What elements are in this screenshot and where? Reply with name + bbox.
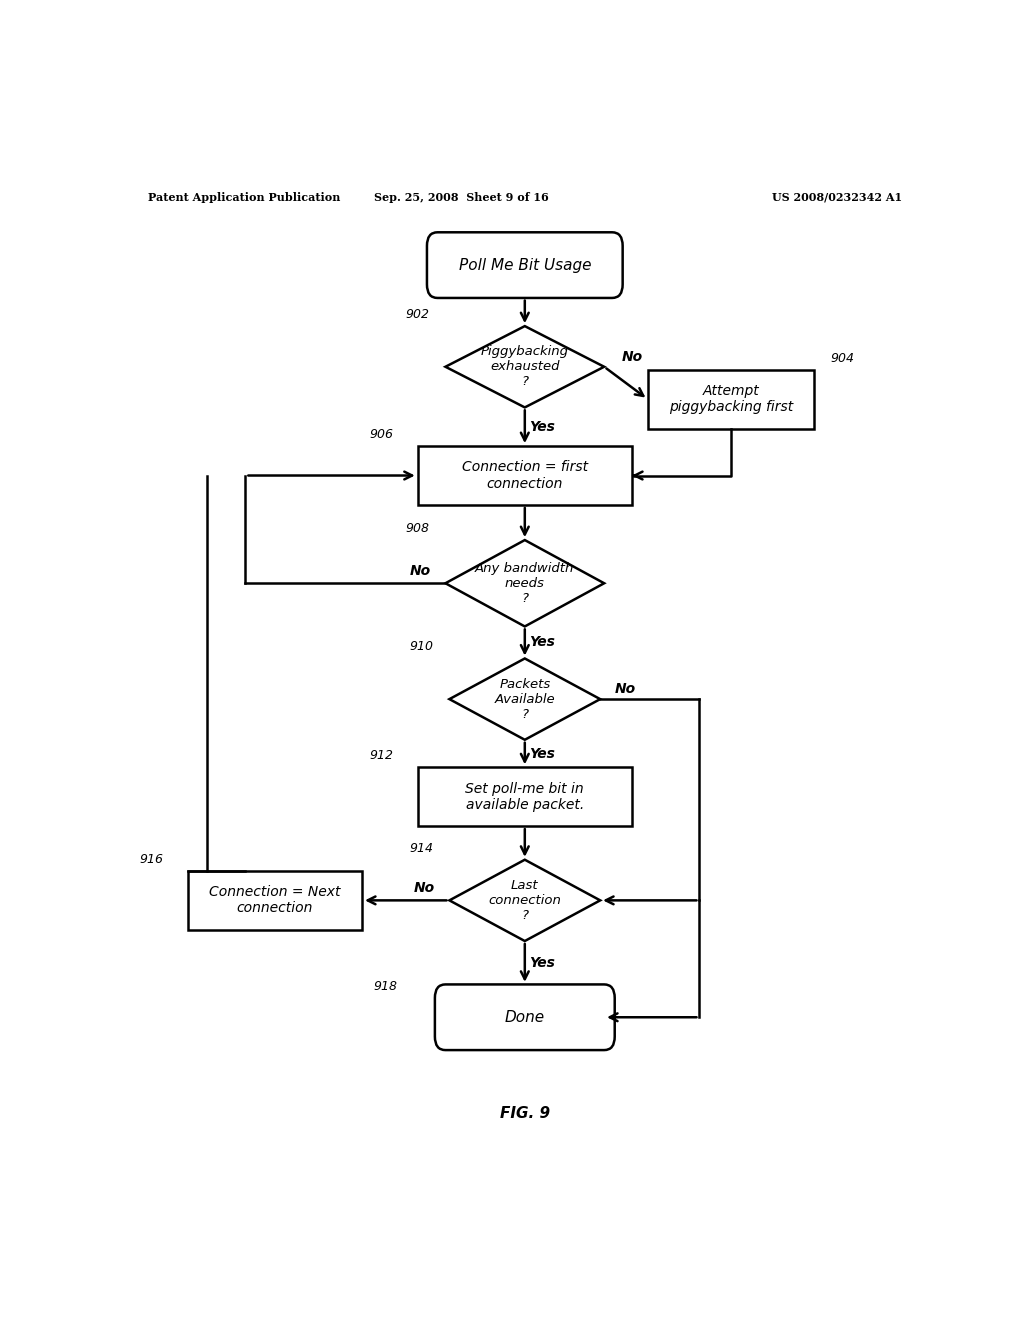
Bar — [648, 370, 814, 429]
Text: Set poll-me bit in
available packet.: Set poll-me bit in available packet. — [466, 781, 584, 812]
Text: No: No — [410, 564, 431, 578]
Text: 912: 912 — [370, 750, 394, 762]
Text: Connection = Next
connection: Connection = Next connection — [209, 886, 341, 916]
Text: 914: 914 — [410, 842, 433, 854]
Text: Attempt
piggybacking first: Attempt piggybacking first — [669, 384, 794, 414]
Text: Yes: Yes — [529, 420, 555, 434]
Text: Sep. 25, 2008  Sheet 9 of 16: Sep. 25, 2008 Sheet 9 of 16 — [374, 191, 549, 203]
FancyBboxPatch shape — [427, 232, 623, 298]
Text: 906: 906 — [370, 428, 394, 441]
Bar — [418, 767, 632, 826]
Text: Yes: Yes — [529, 956, 555, 970]
Text: 902: 902 — [406, 308, 430, 321]
Text: Yes: Yes — [529, 747, 555, 760]
Text: 916: 916 — [139, 853, 164, 866]
Text: 910: 910 — [410, 640, 433, 653]
Text: Patent Application Publication: Patent Application Publication — [147, 191, 340, 203]
Bar — [418, 446, 632, 506]
Polygon shape — [450, 659, 600, 739]
Text: No: No — [622, 350, 642, 363]
Text: Any bandwidth
needs
?: Any bandwidth needs ? — [475, 562, 574, 605]
Text: No: No — [414, 882, 435, 895]
Bar — [187, 871, 362, 929]
Text: No: No — [614, 682, 636, 696]
Polygon shape — [450, 859, 600, 941]
Text: Done: Done — [505, 1010, 545, 1024]
FancyBboxPatch shape — [435, 985, 614, 1051]
Text: 904: 904 — [830, 351, 854, 364]
Polygon shape — [445, 326, 604, 408]
Text: Piggybacking
exhausted
?: Piggybacking exhausted ? — [481, 346, 568, 388]
Text: 918: 918 — [374, 979, 397, 993]
Text: Yes: Yes — [529, 635, 555, 649]
Text: Connection = first
connection: Connection = first connection — [462, 461, 588, 491]
Text: FIG. 9: FIG. 9 — [500, 1106, 550, 1121]
Text: Poll Me Bit Usage: Poll Me Bit Usage — [459, 257, 591, 273]
Text: 908: 908 — [406, 521, 430, 535]
Text: Packets
Available
?: Packets Available ? — [495, 677, 555, 721]
Text: Last
connection
?: Last connection ? — [488, 879, 561, 921]
Polygon shape — [445, 540, 604, 627]
Text: US 2008/0232342 A1: US 2008/0232342 A1 — [772, 191, 902, 203]
